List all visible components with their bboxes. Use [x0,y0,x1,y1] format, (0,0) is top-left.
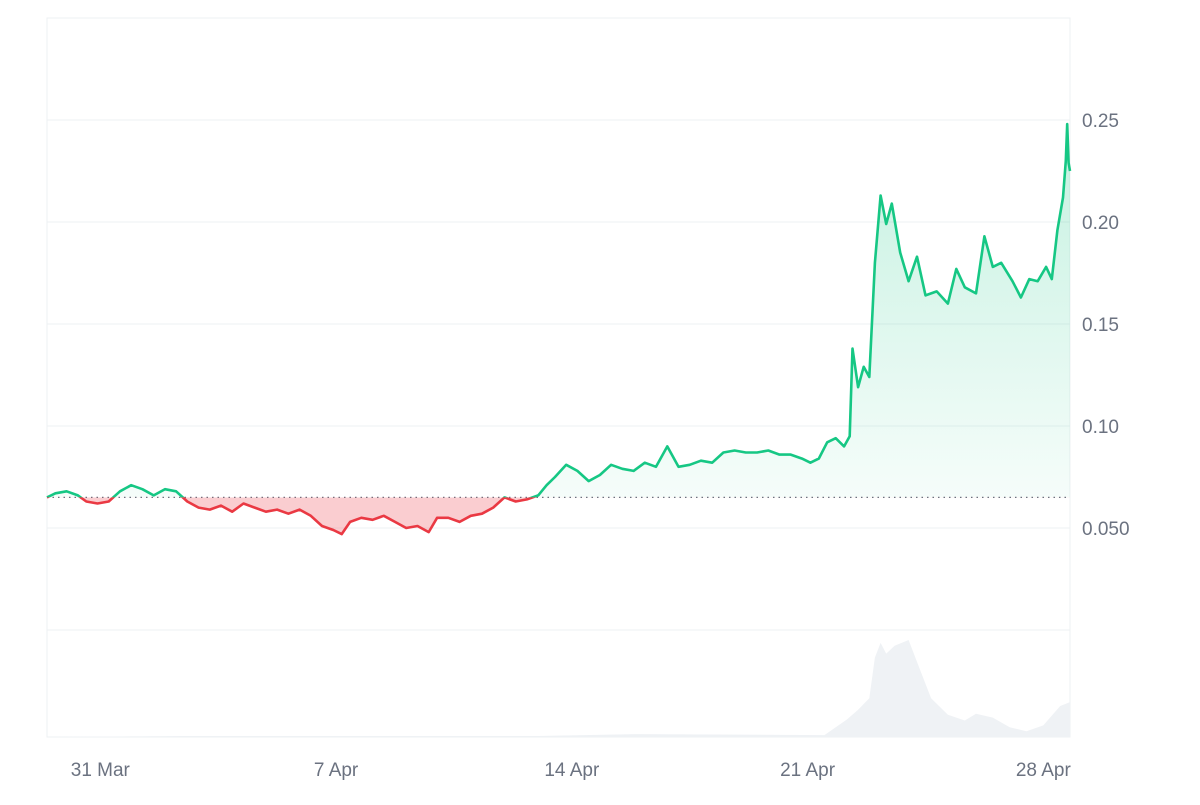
y-tick-label: 0.10 [1082,417,1119,438]
y-tick-label: 0.20 [1082,213,1119,234]
volume-area [47,640,1070,737]
area-layer [47,124,1070,535]
y-tick-label: 0.15 [1082,315,1119,336]
area-above-baseline [47,124,1070,498]
x-tick-label: 7 Apr [314,760,359,781]
x-tick-label: 14 Apr [544,760,600,781]
y-axis: 0.050 0.10 0.15 0.20 0.25 [1082,111,1130,540]
price-line-down [46,497,537,536]
price-line-up [46,122,1072,498]
y-tick-label: 0.25 [1082,111,1119,132]
x-axis: 31 Mar 7 Apr 14 Apr 21 Apr 28 Apr [71,760,1072,781]
x-tick-label: 21 Apr [780,760,836,781]
area-below-baseline [47,497,1070,535]
x-tick-label: 31 Mar [71,760,131,781]
y-tick-label: 0.050 [1082,519,1130,540]
volume-layer [47,640,1070,737]
line-layer [46,122,1072,536]
x-tick-label: 28 Apr [1016,760,1072,781]
